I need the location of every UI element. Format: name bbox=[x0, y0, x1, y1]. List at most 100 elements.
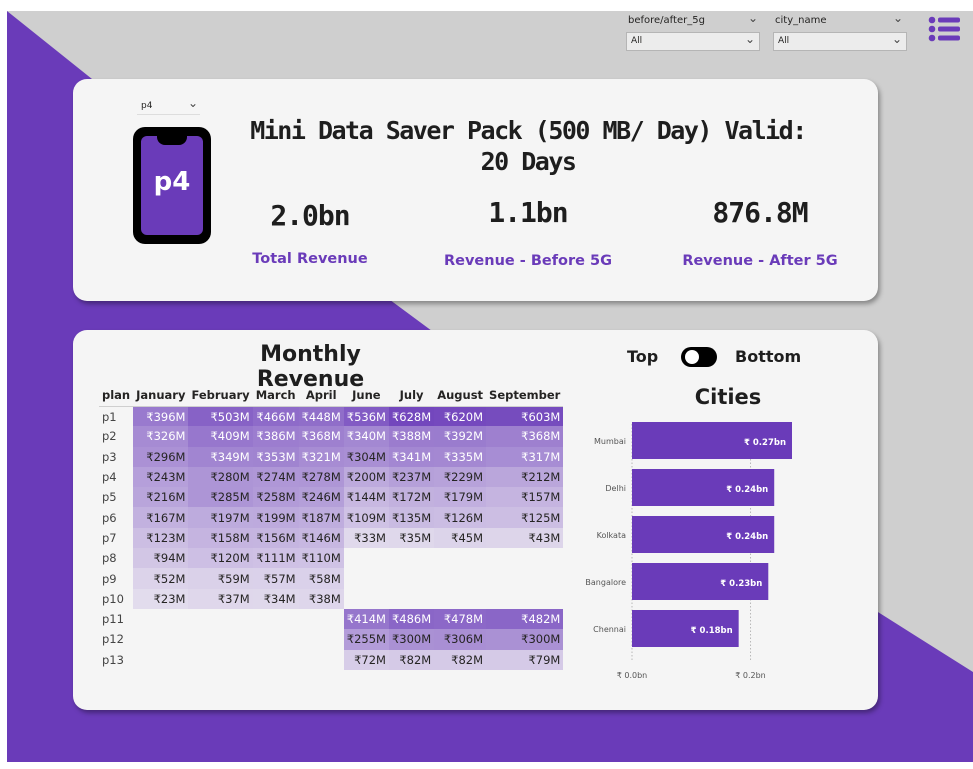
revenue-cell bbox=[486, 589, 563, 609]
filter-value: All bbox=[778, 36, 790, 46]
top-bottom-toggle[interactable] bbox=[681, 347, 717, 367]
revenue-cell: ₹167M bbox=[133, 507, 189, 528]
row-plan-label: p7 bbox=[102, 530, 117, 545]
row-plan-label: p9 bbox=[102, 571, 117, 586]
revenue-cell: ₹38M bbox=[298, 588, 344, 609]
plan-selector[interactable]: p4 ⌄ bbox=[137, 96, 200, 115]
revenue-cell: ₹392M bbox=[434, 426, 487, 447]
table-row: p13 ₹72M ₹82M ₹82M ₹79M bbox=[99, 649, 564, 670]
revenue-cell: ₹216M bbox=[133, 487, 189, 508]
table-row: p3 ₹296M ₹349M ₹353M ₹321M ₹304M ₹341M ₹335M ₹31… bbox=[99, 446, 564, 467]
revenue-cell: ₹620M bbox=[434, 406, 487, 427]
revenue-cell: ₹258M bbox=[252, 487, 299, 508]
revenue-cell: ₹126M bbox=[434, 507, 487, 528]
total-revenue-label: Total Revenue bbox=[252, 251, 368, 267]
bar-value-label: ₹ 0.24bn bbox=[726, 485, 768, 495]
list-menu-icon[interactable] bbox=[927, 15, 961, 43]
bar-value-label: ₹ 0.18bn bbox=[691, 626, 733, 636]
revenue-cell bbox=[299, 629, 344, 649]
row-plan-label: p10 bbox=[102, 591, 124, 606]
x-tick-label: ₹ 0.0bn bbox=[617, 671, 648, 680]
revenue-cell bbox=[188, 609, 252, 629]
revenue-cell bbox=[389, 589, 434, 609]
revenue-cell: ₹285M bbox=[188, 487, 253, 508]
revenue-cell bbox=[299, 609, 344, 629]
row-plan-label: p3 bbox=[102, 449, 117, 464]
city-bar[interactable] bbox=[632, 422, 792, 459]
revenue-cell bbox=[486, 568, 563, 588]
revenue-cell: ₹335M bbox=[434, 446, 487, 467]
column-header-month[interactable]: July bbox=[388, 384, 435, 407]
table-row: p11 ₹414M ₹486M ₹478M ₹482M bbox=[99, 608, 564, 630]
chevron-down-icon[interactable]: ⌄ bbox=[748, 11, 759, 25]
revenue-cell bbox=[344, 568, 389, 588]
revenue-cell: ₹135M bbox=[388, 507, 435, 528]
toggle-bottom-label: Bottom bbox=[735, 347, 802, 366]
column-header-plan[interactable]: plan bbox=[99, 384, 134, 407]
column-header-month[interactable]: August bbox=[434, 384, 487, 407]
column-header-month[interactable]: March bbox=[252, 384, 299, 407]
revenue-cell: ₹414M bbox=[343, 608, 389, 630]
city-name-dropdown[interactable]: All ⌄ bbox=[773, 32, 907, 51]
revenue-cell: ₹368M bbox=[486, 426, 564, 447]
revenue-cell: ₹296M bbox=[133, 446, 189, 467]
dashboard-canvas: before/after_5g ⌄ All ⌄ city_name ⌄ All … bbox=[7, 11, 973, 762]
column-header-month[interactable]: January bbox=[133, 384, 189, 407]
table-row: p9 ₹52M ₹59M ₹57M ₹58M bbox=[99, 568, 563, 589]
chevron-down-icon[interactable]: ⌄ bbox=[893, 11, 904, 25]
filter-label: city_name bbox=[775, 15, 827, 26]
city-bar[interactable] bbox=[632, 610, 739, 647]
monthly-revenue-matrix: plan January February March April June July Aug… bbox=[99, 384, 564, 670]
revenue-cell bbox=[434, 589, 486, 609]
monthly-revenue-card: Monthly Revenue plan January February March… bbox=[73, 330, 878, 710]
toggle-top-label: Top bbox=[627, 347, 659, 366]
revenue-cell: ₹237M bbox=[388, 466, 435, 488]
table-row: p10 ₹23M ₹37M ₹34M ₹38M bbox=[99, 588, 563, 609]
row-plan-label: p6 bbox=[102, 510, 117, 525]
revenue-cell: ₹306M bbox=[434, 629, 487, 650]
column-header-month[interactable]: April bbox=[298, 384, 344, 407]
revenue-cell bbox=[434, 548, 486, 568]
revenue-cell: ₹409M bbox=[188, 426, 253, 447]
chevron-down-icon: ⌄ bbox=[187, 96, 198, 110]
bar-value-label: ₹ 0.23bn bbox=[720, 579, 762, 589]
revenue-cell: ₹59M bbox=[188, 568, 253, 589]
column-header-month[interactable]: February bbox=[188, 384, 253, 407]
revenue-cell: ₹246M bbox=[298, 487, 344, 508]
column-header-month[interactable]: September bbox=[486, 384, 564, 407]
before-after-5g-dropdown[interactable]: All ⌄ bbox=[626, 32, 760, 51]
city-bar[interactable] bbox=[632, 563, 769, 600]
cities-bar-chart: ₹ 0.0bn ₹ 0.2bn Mumbai ₹ 0.27bn Delhi ₹ 0.24b… bbox=[585, 422, 792, 680]
revenue-cell: ₹43M bbox=[486, 527, 564, 549]
revenue-before-5g-value: 1.1bn bbox=[488, 196, 568, 229]
revenue-after-5g-label: Revenue - After 5G bbox=[682, 253, 838, 269]
revenue-cell: ₹396M bbox=[133, 406, 189, 427]
column-header-month[interactable]: June bbox=[343, 384, 389, 407]
table-row: p1 ₹396M ₹503M ₹466M ₹448M ₹536M ₹628M ₹620M ₹60… bbox=[99, 406, 564, 427]
revenue-cell bbox=[188, 650, 252, 670]
plan-selector-value: p4 bbox=[141, 101, 153, 111]
revenue-cell: ₹317M bbox=[486, 446, 564, 467]
revenue-before-5g-label: Revenue - Before 5G bbox=[443, 253, 613, 269]
row-plan-label: p12 bbox=[102, 632, 124, 647]
revenue-cell: ₹23M bbox=[133, 588, 189, 609]
city-axis-label: Mumbai bbox=[594, 437, 626, 446]
revenue-cell: ₹353M bbox=[252, 446, 299, 467]
row-plan-label: p4 bbox=[102, 470, 117, 485]
chevron-down-icon: ⌄ bbox=[891, 32, 902, 46]
revenue-cell: ₹79M bbox=[486, 649, 564, 670]
city-axis-label: Bangalore bbox=[585, 578, 626, 587]
revenue-cell: ₹157M bbox=[486, 487, 564, 508]
revenue-cell: ₹478M bbox=[434, 608, 487, 630]
revenue-cell: ₹82M bbox=[434, 649, 487, 670]
revenue-cell: ₹321M bbox=[298, 446, 344, 467]
revenue-cell: ₹34M bbox=[252, 588, 299, 609]
city-bar[interactable] bbox=[632, 516, 775, 553]
revenue-cell bbox=[389, 568, 434, 588]
city-bar[interactable] bbox=[632, 469, 775, 506]
revenue-cell: ₹386M bbox=[252, 426, 299, 447]
revenue-cell: ₹197M bbox=[188, 507, 253, 528]
filter-value: All bbox=[631, 36, 643, 46]
revenue-after-5g-value: 876.8M bbox=[712, 196, 808, 229]
revenue-cell: ₹94M bbox=[133, 548, 189, 569]
